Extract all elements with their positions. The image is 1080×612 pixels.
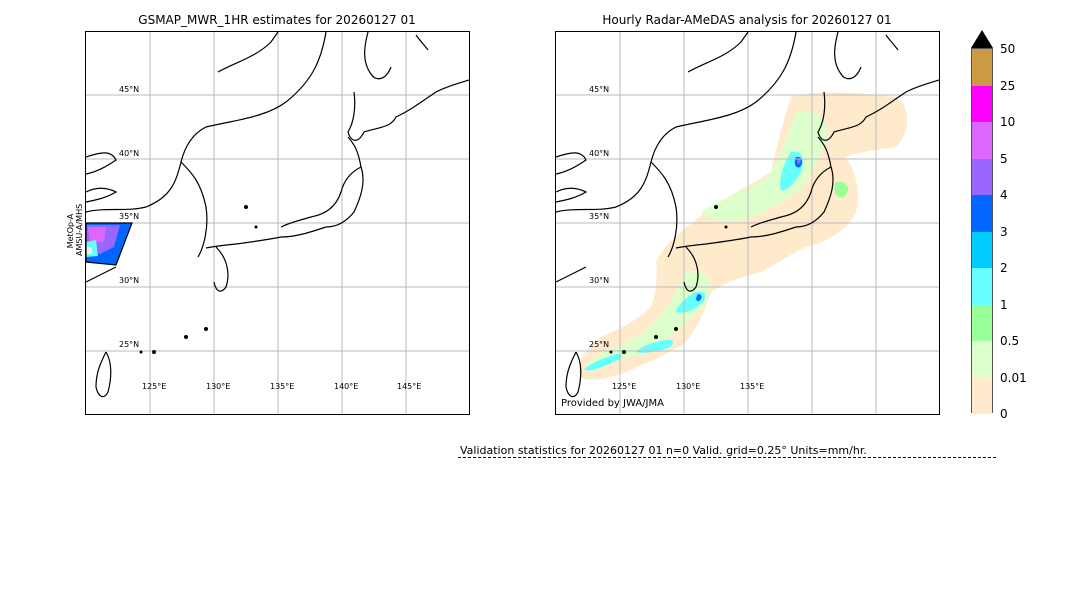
left-lon-label-130: 130°E xyxy=(206,382,231,391)
right-lat-label-30: 30°N xyxy=(589,276,610,285)
validation-divider xyxy=(458,457,996,458)
colorbar-seg-2-3 xyxy=(972,231,992,268)
right-lon-label-125: 125°E xyxy=(612,382,637,391)
colorbar-seg-0.5-1 xyxy=(972,304,992,341)
colorbar-label: 2 xyxy=(1000,261,1008,275)
left-lat-label-30: 30°N xyxy=(119,276,140,285)
colorbar-label: 0.01 xyxy=(1000,371,1027,385)
right-lon-label-135: 135°E xyxy=(740,382,765,391)
right-map xyxy=(555,31,940,415)
right-lon-label-130: 130°E xyxy=(676,382,701,391)
left-lon-label-140: 140°E xyxy=(334,382,359,391)
colorbar-seg-0.01-0.5 xyxy=(972,341,992,378)
colorbar xyxy=(971,48,993,414)
colorbar-label: 25 xyxy=(1000,79,1016,93)
right-map-graphics xyxy=(556,32,939,414)
colorbar-label: 1 xyxy=(1000,298,1008,312)
colorbar-label: 0 xyxy=(1000,407,1008,421)
left-map-title: GSMAP_MWR_1HR estimates for 20260127 01 xyxy=(138,13,416,27)
right-map-title: Hourly Radar-AMeDAS analysis for 2026012… xyxy=(602,13,892,27)
colorbar-seg-0-0.01 xyxy=(972,377,992,414)
colorbar-extend-arrow xyxy=(971,30,993,48)
left-lon-label-145: 145°E xyxy=(397,382,422,391)
colorbar-seg-5-10 xyxy=(972,122,992,159)
satellite-label-line2: AMSU-A/MHS xyxy=(75,203,84,256)
colorbar-seg-10-25 xyxy=(972,85,992,122)
colorbar-seg-3-4 xyxy=(972,195,992,232)
left-lon-label-135: 135°E xyxy=(270,382,295,391)
colorbar-seg-25-50 xyxy=(972,49,992,86)
left-lon-label-125: 125°E xyxy=(142,382,167,391)
left-lat-label-25: 25°N xyxy=(119,340,140,349)
right-lat-label-40: 40°N xyxy=(589,149,610,158)
satellite-label: MetOp-A AMSU-A/MHS xyxy=(66,203,84,256)
colorbar-label: 5 xyxy=(1000,152,1008,166)
colorbar-label: 50 xyxy=(1000,42,1016,56)
colorbar-seg-1-2 xyxy=(972,268,992,305)
right-lat-label-45: 45°N xyxy=(589,85,610,94)
colorbar-seg-4-5 xyxy=(972,158,992,195)
satellite-label-line1: MetOp-A xyxy=(66,213,75,249)
left-lat-label-35: 35°N xyxy=(119,212,140,221)
colorbar-label: 4 xyxy=(1000,188,1008,202)
right-lat-label-35: 35°N xyxy=(589,212,610,221)
colorbar-label: 10 xyxy=(1000,115,1016,129)
colorbar-label: 0.5 xyxy=(1000,334,1020,348)
left-lat-label-40: 40°N xyxy=(119,149,140,158)
right-lat-label-25: 25°N xyxy=(589,340,610,349)
data-provider-credit: Provided by JWA/JMA xyxy=(561,398,664,409)
validation-statistics: Validation statistics for 20260127 01 n=… xyxy=(460,444,867,457)
left-map-graphics xyxy=(86,32,469,414)
left-map xyxy=(85,31,470,415)
left-lat-label-45: 45°N xyxy=(119,85,140,94)
colorbar-label: 3 xyxy=(1000,225,1008,239)
